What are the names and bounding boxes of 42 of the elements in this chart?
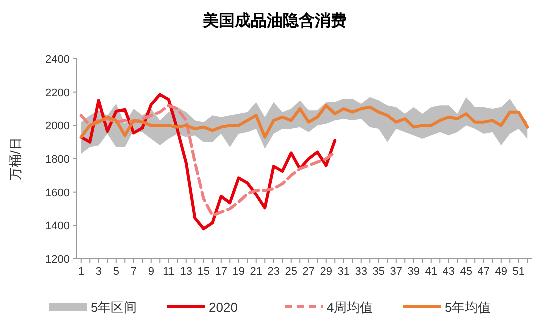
x-tick-label: 47 [478,266,490,278]
line-series [80,104,337,218]
x-tick-label: 3 [96,266,102,278]
y-tick-label: 2000 [46,120,70,133]
y-tick-label: 1400 [46,220,70,233]
x-tick-label: 13 [180,266,192,278]
x-tick-label: 17 [215,266,228,278]
y-tick-label: 2400 [46,54,70,66]
line-series [80,93,337,230]
legend-label: 5年均值 [445,300,492,315]
y-tick-label: 1800 [46,154,70,166]
x-tick-label: 19 [232,266,245,278]
x-tick-label: 23 [268,266,280,278]
x-tick-label: 31 [338,266,350,278]
x-tick-label: 9 [148,266,154,278]
x-tick-label: 37 [390,266,402,278]
y-tick-label: 1600 [46,187,70,200]
x-tick-label: 33 [355,266,368,278]
x-tick-label: 5 [113,266,120,278]
y-tick-label: 1200 [46,254,70,266]
y-axis-title: 万桶/日 [8,138,23,180]
x-tick-label: 43 [442,266,455,278]
x-tick-label: 49 [495,266,508,278]
x-tick-label: 15 [198,266,210,278]
x-tick-label: 29 [320,266,332,278]
x-tick-label: 51 [512,266,525,278]
legend-label: 5年区间 [91,300,138,315]
x-tick-label: 27 [302,266,315,278]
x-tick-label: 39 [408,266,420,278]
x-tick-label: 35 [372,266,385,278]
x-tick-label: 45 [460,266,472,278]
x-tick-label: 25 [285,266,298,278]
x-tick-label: 7 [130,266,137,278]
legend-label: 2020 [209,300,238,315]
x-tick-label: 41 [425,266,438,278]
chart-title: 美国成品油隐含消费 [202,11,347,30]
y-tick-label: 2200 [46,87,70,100]
x-tick-label: 11 [163,266,175,278]
x-tick-label: 1 [78,266,84,278]
legend-label: 4周均值 [327,300,374,315]
line-series [80,104,530,139]
x-tick-label: 21 [250,266,262,278]
